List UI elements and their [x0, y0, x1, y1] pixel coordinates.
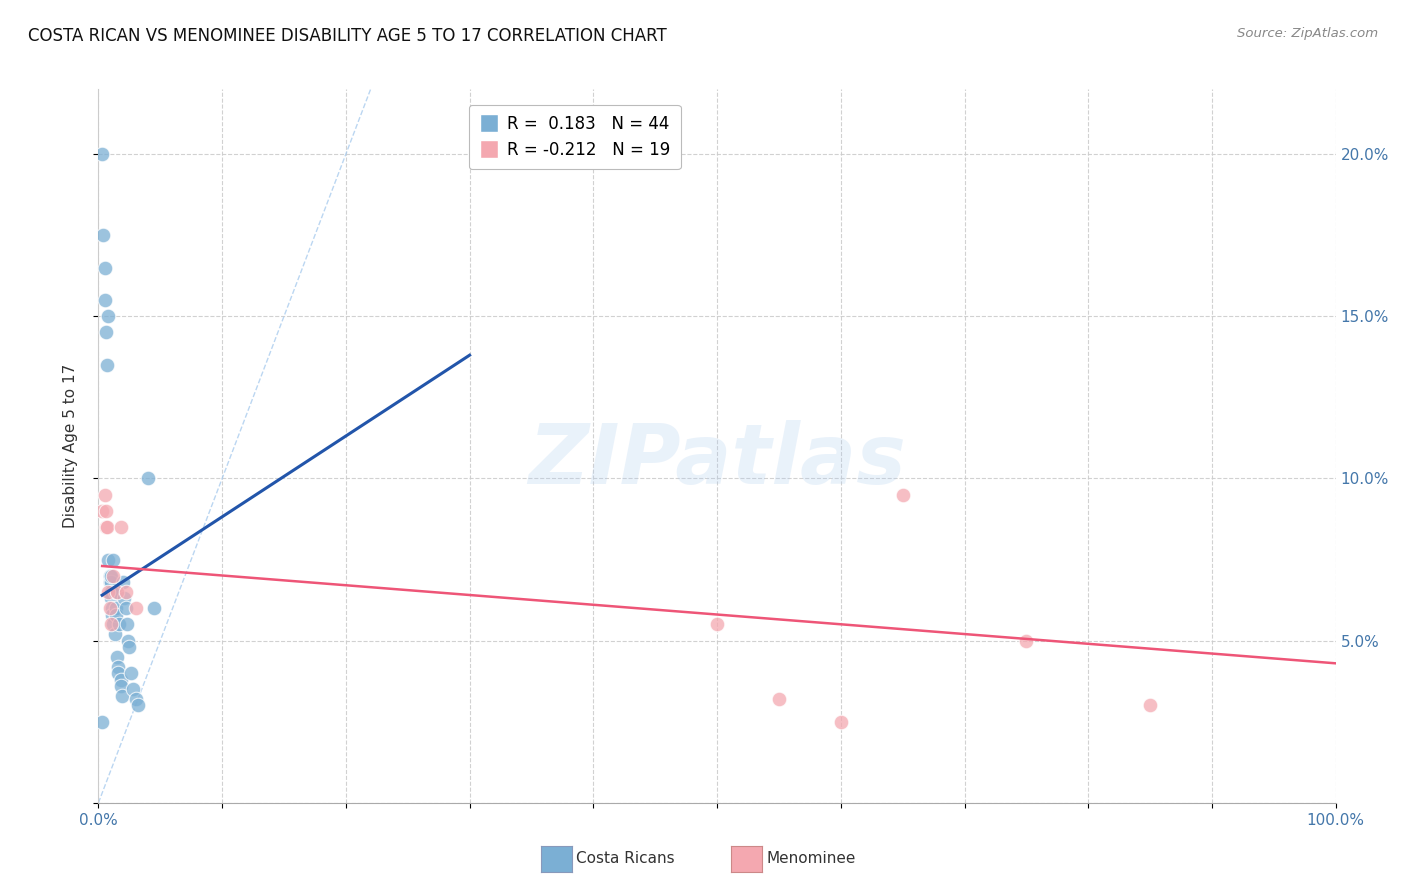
- Point: [768, 692, 790, 706]
- Point: [100, 585, 122, 599]
- Point: [94, 326, 117, 340]
- Point: [114, 601, 136, 615]
- Text: Source: ZipAtlas.com: Source: ZipAtlas.com: [1237, 27, 1378, 40]
- Text: COSTA RICAN VS MENOMINEE DISABILITY AGE 5 TO 17 CORRELATION CHART: COSTA RICAN VS MENOMINEE DISABILITY AGE …: [28, 27, 666, 45]
- Point: [107, 659, 129, 673]
- Point: [114, 585, 136, 599]
- Point: [103, 568, 125, 582]
- Point: [136, 471, 159, 485]
- Legend: R =  0.183   N = 44, R = -0.212   N = 19: R = 0.183 N = 44, R = -0.212 N = 19: [470, 104, 681, 169]
- Point: [91, 714, 114, 729]
- Point: [103, 552, 125, 566]
- Point: [105, 585, 128, 599]
- Point: [1139, 698, 1161, 713]
- Point: [110, 520, 132, 534]
- Point: [104, 607, 127, 622]
- Point: [104, 601, 127, 615]
- Point: [103, 585, 125, 599]
- Point: [98, 568, 121, 582]
- Point: [127, 698, 149, 713]
- Point: [100, 617, 122, 632]
- Point: [91, 147, 114, 161]
- Point: [100, 575, 122, 590]
- Point: [117, 633, 139, 648]
- Point: [107, 666, 129, 681]
- Text: Costa Ricans: Costa Ricans: [576, 852, 675, 866]
- Point: [112, 591, 135, 606]
- Point: [98, 585, 121, 599]
- Point: [830, 714, 852, 729]
- Point: [124, 692, 146, 706]
- Point: [108, 617, 131, 632]
- Point: [98, 601, 121, 615]
- Point: [93, 488, 115, 502]
- Point: [115, 617, 138, 632]
- Point: [105, 585, 128, 599]
- Text: ZIPatlas: ZIPatlas: [529, 420, 905, 500]
- Point: [94, 520, 117, 534]
- Point: [105, 649, 128, 664]
- Point: [103, 627, 125, 641]
- Point: [97, 585, 120, 599]
- Point: [143, 601, 166, 615]
- Point: [93, 228, 115, 243]
- Text: Menominee: Menominee: [766, 852, 856, 866]
- Point: [103, 617, 125, 632]
- Point: [94, 504, 117, 518]
- Point: [122, 682, 145, 697]
- Point: [110, 679, 132, 693]
- Point: [93, 293, 115, 307]
- Point: [120, 666, 142, 681]
- Point: [124, 601, 146, 615]
- Point: [110, 673, 132, 687]
- Point: [96, 358, 118, 372]
- Point: [100, 591, 122, 606]
- Point: [112, 575, 135, 590]
- Point: [706, 617, 728, 632]
- Point: [891, 488, 914, 502]
- Point: [100, 568, 122, 582]
- Point: [101, 601, 124, 615]
- Y-axis label: Disability Age 5 to 17: Disability Age 5 to 17: [63, 364, 77, 528]
- Point: [93, 260, 115, 275]
- Point: [111, 689, 134, 703]
- Point: [98, 575, 121, 590]
- Point: [101, 607, 124, 622]
- Point: [96, 520, 118, 534]
- Point: [97, 310, 120, 324]
- Point: [1015, 633, 1038, 648]
- Point: [97, 552, 120, 566]
- Point: [91, 504, 114, 518]
- Point: [118, 640, 141, 654]
